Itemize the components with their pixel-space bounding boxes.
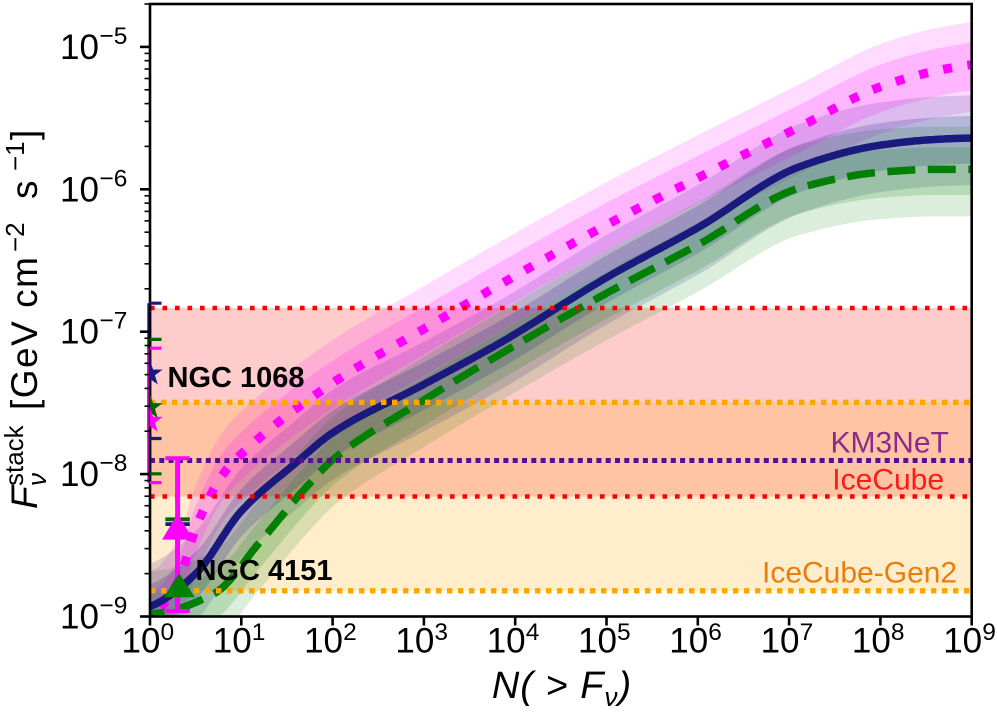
- svg-text:10: 10: [761, 622, 800, 661]
- svg-text:0: 0: [161, 619, 175, 646]
- svg-text:−6: −6: [100, 165, 128, 192]
- svg-text:10: 10: [578, 622, 617, 661]
- svg-text:5: 5: [617, 619, 631, 646]
- svg-text:10: 10: [60, 313, 99, 352]
- svg-text:NGC 1068: NGC 1068: [168, 362, 305, 394]
- svg-text:10: 10: [60, 170, 99, 209]
- svg-text:10: 10: [304, 622, 343, 661]
- svg-text:10: 10: [122, 622, 161, 661]
- svg-text:4: 4: [526, 619, 540, 646]
- svg-text:7: 7: [800, 619, 814, 646]
- svg-text:10: 10: [213, 622, 252, 661]
- svg-text:2: 2: [343, 619, 357, 646]
- svg-text:−5: −5: [100, 23, 128, 50]
- svg-text:10: 10: [852, 622, 891, 661]
- svg-text:10: 10: [669, 622, 708, 661]
- svg-text:−9: −9: [100, 593, 128, 620]
- svg-text:6: 6: [708, 619, 722, 646]
- svg-text:10: 10: [395, 622, 434, 661]
- svg-text:10: 10: [487, 622, 526, 661]
- svg-text:3: 3: [434, 619, 448, 646]
- svg-text:IceCube-Gen2: IceCube-Gen2: [762, 556, 957, 589]
- svg-text:Fνstack[GeV cm−2s−1]: Fνstack[GeV cm−2s−1]: [0, 130, 52, 509]
- svg-text:−8: −8: [100, 450, 128, 477]
- svg-text:KM3NeT: KM3NeT: [831, 426, 949, 459]
- svg-text:10: 10: [60, 28, 99, 67]
- svg-text:−7: −7: [100, 308, 128, 335]
- svg-text:1: 1: [252, 619, 266, 646]
- svg-text:NGC 4151: NGC 4151: [196, 555, 333, 587]
- svg-text:IceCube: IceCube: [832, 463, 944, 496]
- svg-text:9: 9: [982, 619, 996, 646]
- svg-text:10: 10: [60, 598, 99, 637]
- svg-text:10: 10: [60, 455, 99, 494]
- svg-text:8: 8: [891, 619, 905, 646]
- svg-text:10: 10: [943, 622, 982, 661]
